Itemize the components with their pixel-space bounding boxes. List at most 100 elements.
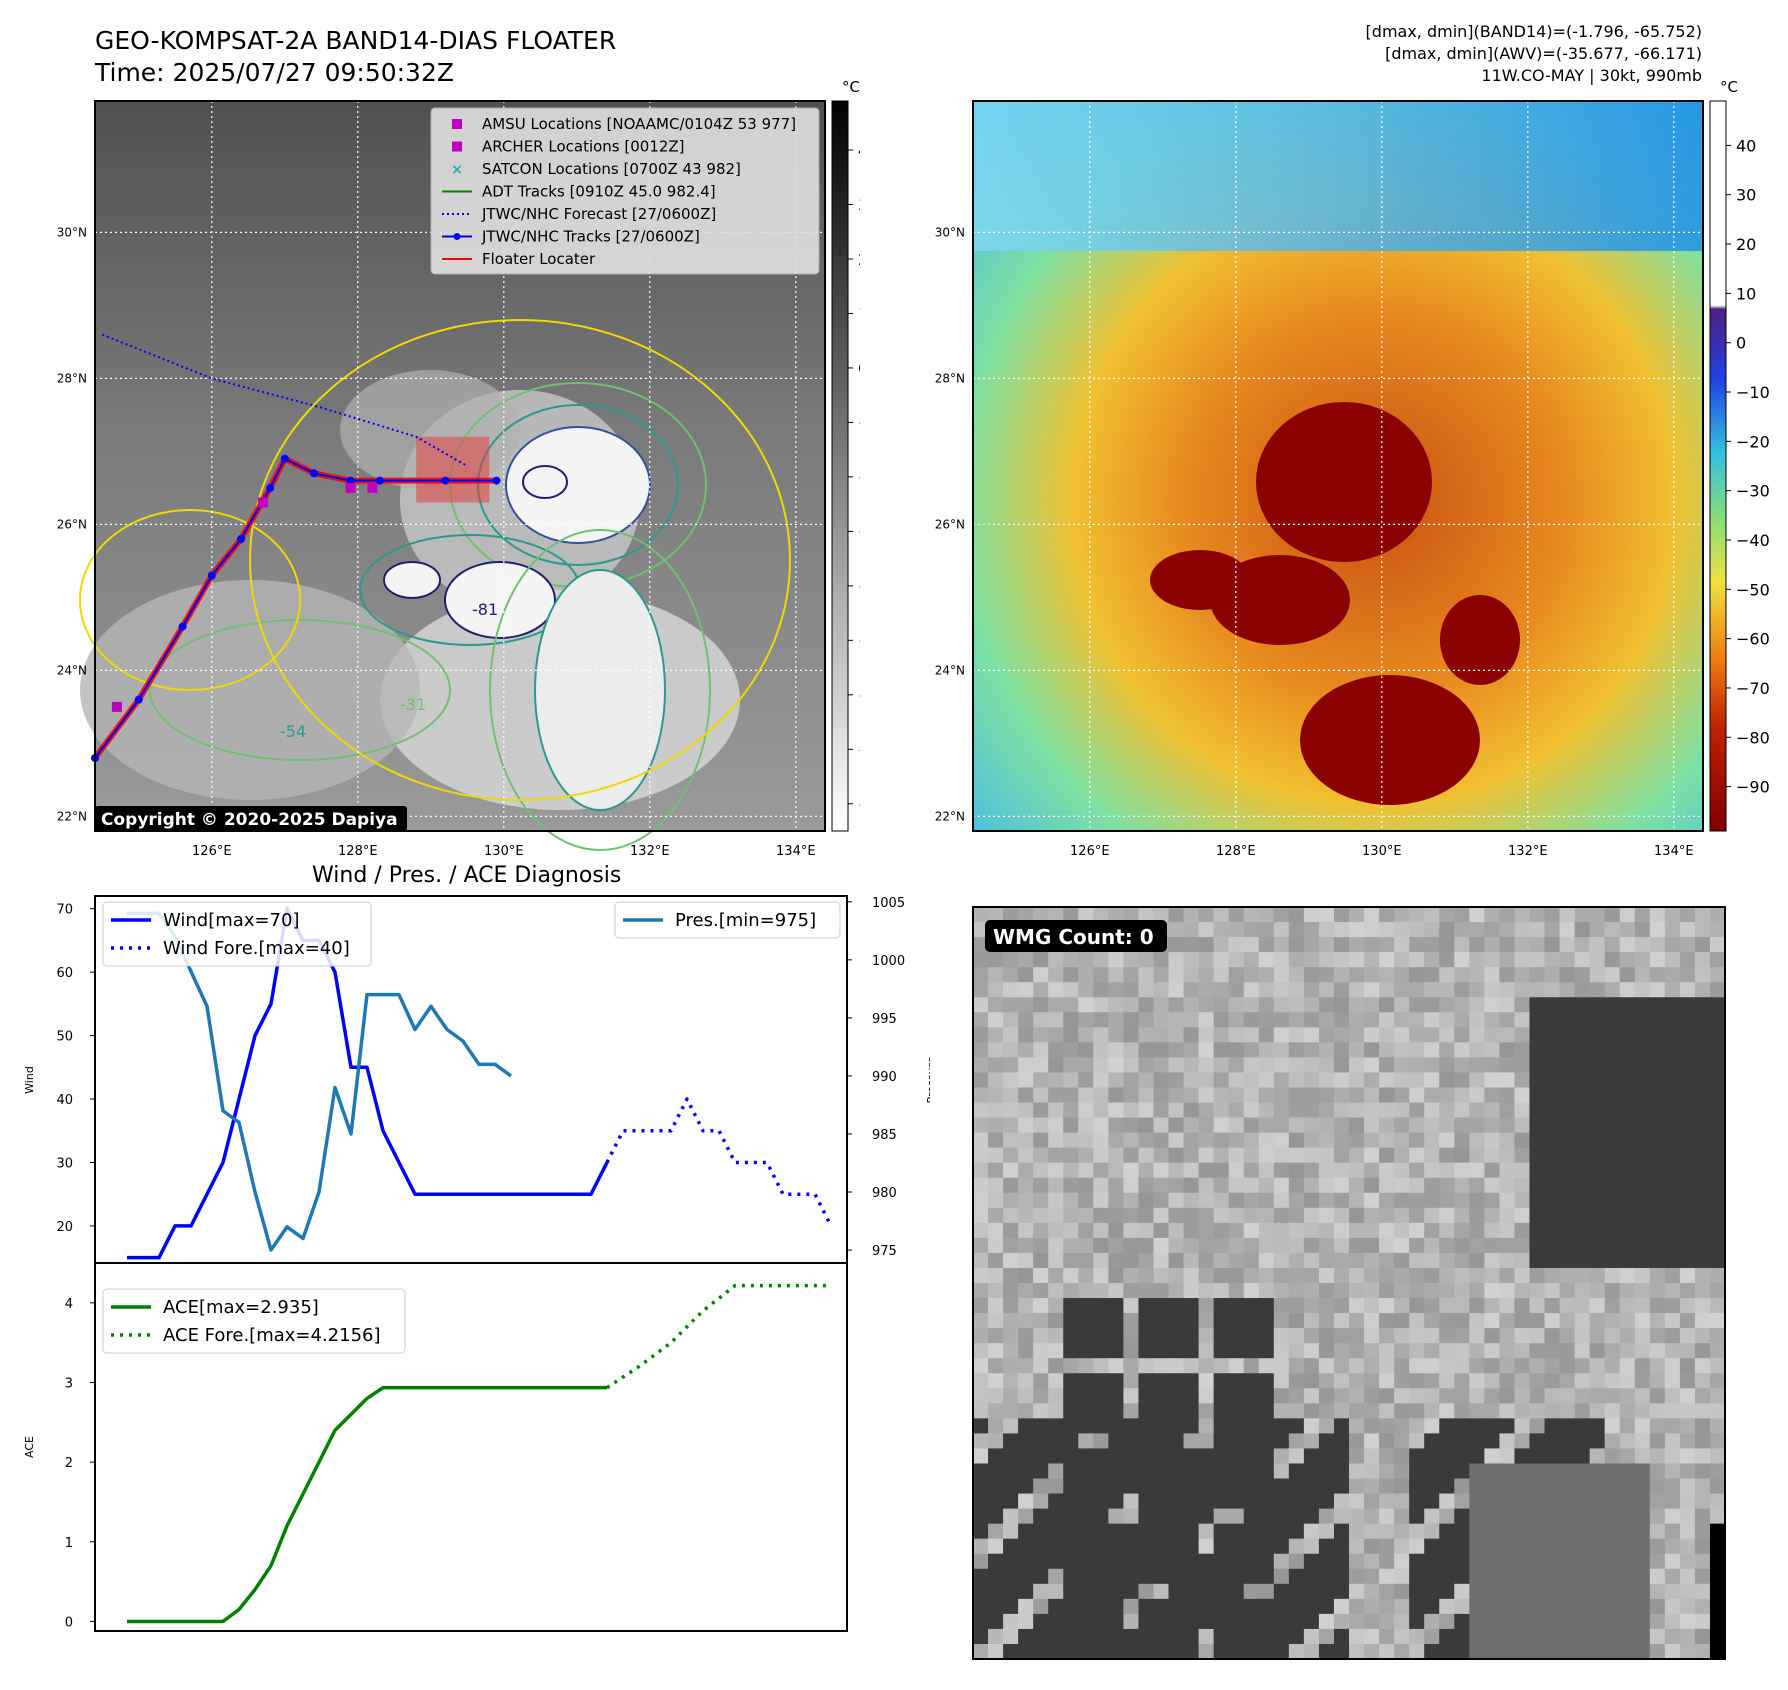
wmg-cell <box>1168 1448 1185 1465</box>
wmg-cell <box>1709 1448 1726 1465</box>
wmg-cell <box>1454 1313 1470 1329</box>
wmg-cell <box>1003 1207 1019 1224</box>
wmg-cell <box>1424 1478 1440 1495</box>
wmg-cell <box>1123 1628 1140 1645</box>
wmg-cell <box>1604 1343 1621 1359</box>
wmg-cell <box>1349 1222 1365 1239</box>
wmg-cell <box>1394 1343 1410 1359</box>
wmg-cell <box>1093 1388 1109 1404</box>
wmg-cell <box>1303 1418 1320 1434</box>
wmg-cell <box>1213 1553 1230 1570</box>
wmg-cell <box>1213 1147 1230 1164</box>
jtwc-forecast-line <box>101 333 468 467</box>
wmg-cell <box>1394 967 1410 983</box>
wmg-cell <box>1303 1087 1320 1104</box>
wmg-cell <box>1694 1192 1711 1209</box>
wmg-cell <box>1529 1207 1546 1224</box>
wmg-cell <box>1018 1132 1034 1149</box>
wmg-cell <box>1409 1523 1425 1540</box>
wmg-cell <box>1574 922 1591 938</box>
wmg-cell <box>1303 1508 1320 1525</box>
wmg-cell <box>1379 1583 1395 1600</box>
wmg-cell <box>1619 967 1636 983</box>
wmg-cell <box>1138 1177 1155 1194</box>
wmg-cell <box>1634 1027 1651 1043</box>
wmg-cell <box>1484 1568 1500 1585</box>
wmg-cell <box>1664 952 1681 968</box>
wmg-cell <box>1514 1328 1531 1344</box>
wmg-cell <box>1589 1328 1606 1344</box>
wmg-cell <box>1424 1508 1440 1525</box>
wmg-cell <box>1469 1613 1485 1630</box>
wmg-cell <box>1394 1403 1410 1419</box>
wmg-cell <box>1559 1132 1576 1149</box>
wmg-cell <box>1288 1147 1305 1164</box>
wmg-cell <box>1018 1102 1034 1119</box>
wmg-cell <box>1078 1192 1094 1209</box>
colorbar-tick-label: 40 <box>1736 136 1756 155</box>
wmg-cell <box>1258 1177 1275 1194</box>
wmg-badge-bg <box>985 920 1167 952</box>
wmg-cell <box>1123 1403 1140 1419</box>
wmg-cell <box>1063 1418 1079 1434</box>
wmg-cell <box>1273 907 1290 923</box>
wmg-cell <box>1544 1448 1561 1465</box>
wmg-cell <box>1123 1433 1140 1450</box>
wmg-cell <box>1604 1643 1621 1660</box>
wmg-cell <box>1604 1132 1621 1149</box>
wmg-cell <box>1499 1613 1516 1630</box>
wmg-cell <box>1544 1478 1561 1495</box>
wmg-cell <box>1439 1628 1455 1645</box>
wmg-cell <box>1469 1448 1485 1465</box>
wmg-cell <box>1318 1057 1335 1074</box>
wmg-cell <box>1318 952 1335 968</box>
wmg-cell <box>1394 1628 1410 1645</box>
wmg-cell <box>1499 1328 1516 1344</box>
wmg-cell <box>1574 1478 1591 1495</box>
wmg-cell <box>1424 1027 1440 1043</box>
wmg-cell <box>1529 1523 1546 1540</box>
wmg-cell <box>1544 1252 1561 1269</box>
wmg-cell <box>1273 1298 1290 1314</box>
wmg-cell <box>1349 1478 1365 1495</box>
wmg-cell <box>1063 1388 1079 1404</box>
wmg-cell <box>1424 907 1440 923</box>
wmg-cell <box>1213 1463 1230 1480</box>
wmg-cell <box>1484 1358 1500 1374</box>
wmg-cell <box>1243 982 1260 998</box>
wmg-cell <box>1168 1012 1185 1028</box>
wmg-cell <box>1709 1523 1726 1540</box>
wmg-cell <box>1454 1493 1470 1510</box>
wmg-cell <box>1318 1267 1335 1284</box>
wmg-cell <box>1108 1087 1124 1104</box>
wmg-cell <box>1709 1568 1726 1585</box>
wmg-cell <box>1093 1042 1109 1058</box>
wmg-cell <box>1469 1012 1485 1028</box>
wmg-cell <box>1093 1403 1109 1419</box>
wmg-cell <box>1664 1222 1681 1239</box>
copyright-badge-bg <box>95 806 407 831</box>
wmg-cell <box>1454 1177 1470 1194</box>
wmg-cell <box>1078 997 1094 1013</box>
wmg-cell <box>988 1313 1004 1329</box>
wmg-cell <box>1048 1177 1064 1194</box>
wmg-cell <box>1379 1042 1395 1058</box>
wmg-cell <box>1469 1523 1485 1540</box>
wmg-cell <box>1364 952 1380 968</box>
wmg-cell <box>1709 1283 1726 1299</box>
wmg-cell <box>1153 1087 1170 1104</box>
wmg-cell <box>1213 1493 1230 1510</box>
wmg-cell <box>1243 1192 1260 1209</box>
wmg-cell <box>1198 1373 1215 1389</box>
wmg-cell <box>1634 1162 1651 1179</box>
wmg-cell <box>1003 907 1019 923</box>
wmg-cell <box>1529 1358 1546 1374</box>
wmg-cell <box>1183 1252 1200 1269</box>
wmg-cell <box>1469 1463 1485 1480</box>
wmg-cell <box>1033 1418 1049 1434</box>
wmg-cell <box>1213 1628 1230 1645</box>
wmg-cell <box>1153 1298 1170 1314</box>
wmg-cell <box>1364 1613 1380 1630</box>
wmg-cell <box>1258 1613 1275 1630</box>
wmg-cell <box>1033 1207 1049 1224</box>
